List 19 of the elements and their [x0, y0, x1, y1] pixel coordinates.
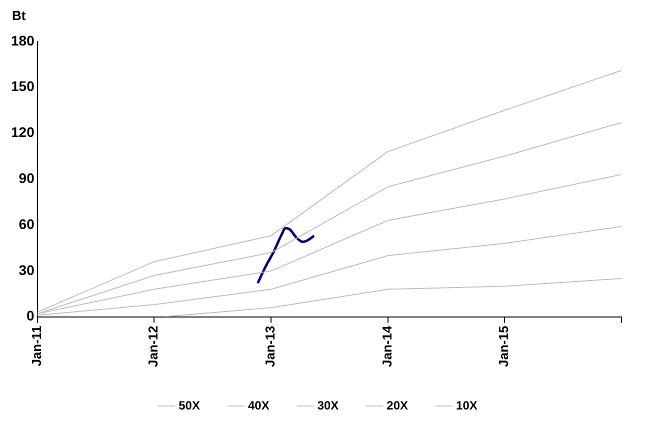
y-axis-title: Bt	[11, 8, 27, 25]
y-tick-label: 120	[11, 124, 35, 140]
y-tick-label: 30	[18, 262, 35, 278]
x-tick-label: Jan-14	[379, 325, 394, 368]
y-tick-label: 180	[11, 32, 35, 48]
legend-label: 30X	[317, 398, 339, 412]
x-tick-label: Jan-15	[496, 326, 512, 368]
line-series	[256, 226, 316, 284]
legend-label: 50X	[178, 398, 200, 412]
x-tick-label: Jan-11	[28, 326, 44, 366]
legend-label: 20X	[386, 398, 408, 412]
x-tick-label: Jan-12	[146, 326, 161, 368]
y-tick-label: 0	[26, 308, 35, 324]
x-tick-label: Jan-13	[262, 326, 278, 368]
y-tick-label: 150	[11, 78, 35, 94]
y-tick-label: 90	[18, 170, 35, 186]
y-tick-label: 60	[18, 216, 35, 232]
legend-label: 40X	[248, 398, 270, 412]
legend-label: 10X	[456, 398, 478, 412]
